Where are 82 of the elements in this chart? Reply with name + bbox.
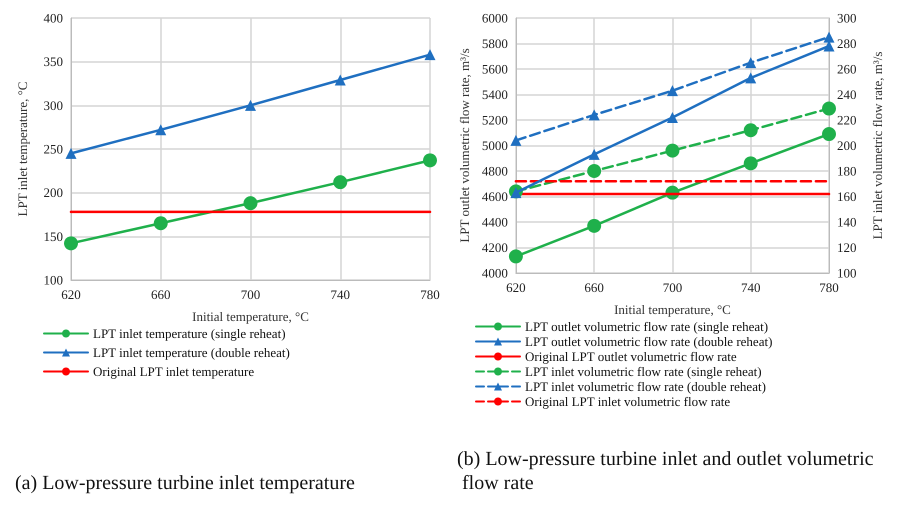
x-axis-title: Initial temperature, °C <box>192 309 309 324</box>
x-tick-label: 780 <box>420 287 440 302</box>
point <box>154 216 168 230</box>
point <box>334 74 346 86</box>
point <box>824 32 834 43</box>
legend-label: LPT inlet temperature (double reheat) <box>93 345 290 360</box>
point <box>588 148 600 160</box>
y-tick-label: 5200 <box>482 112 508 128</box>
y2-tick-label: 100 <box>837 266 856 280</box>
x-tick-label: 660 <box>584 280 604 295</box>
point <box>508 249 523 264</box>
y2-tick-label: 280 <box>837 36 856 51</box>
y-tick-label: 4000 <box>482 266 508 280</box>
point <box>245 100 256 111</box>
y-tick-label: 4600 <box>482 189 508 204</box>
x-tick-label: 740 <box>330 287 350 302</box>
y2-tick-label: 260 <box>837 62 856 76</box>
point <box>744 123 758 138</box>
y-tick-label: 150 <box>44 228 63 244</box>
y-tick-label: 350 <box>44 54 63 70</box>
x-tick-label: 620 <box>61 287 81 302</box>
point <box>155 124 166 136</box>
point <box>244 196 258 210</box>
text: (a) Low-pressure turbine inlet temperature <box>15 472 355 494</box>
y2-axis-title: LPT inlet volumetric flow rate, m³/s <box>870 52 885 240</box>
y-tick-label: 250 <box>44 142 63 156</box>
point <box>66 148 76 159</box>
point <box>822 127 836 142</box>
point <box>588 109 600 120</box>
y-tick-label: 5800 <box>482 36 508 51</box>
y-tick-label: 6000 <box>482 10 508 26</box>
y-axis-title: LPT outlet volumetric flow rate, m³/s <box>457 48 472 243</box>
y-tick-label: 100 <box>44 272 63 288</box>
point <box>666 112 678 123</box>
point <box>333 175 348 190</box>
legend-label: Original LPT inlet volumetric flow rate <box>525 394 730 409</box>
legend-label: LPT outlet volumetric flow rate (double reheat) <box>525 334 772 349</box>
x-tick-label: 700 <box>240 287 260 302</box>
legend-label: LPT outlet volumetric flow rate (single reheat) <box>525 319 768 334</box>
legend-label: Original LPT inlet temperature <box>93 364 254 379</box>
y2-tick-label: 160 <box>837 189 856 204</box>
legend-label: LPT inlet volumetric flow rate (double reheat) <box>525 379 766 394</box>
x-tick-label: 740 <box>740 280 760 295</box>
point <box>424 49 436 60</box>
point <box>64 236 78 250</box>
point <box>665 144 680 158</box>
y-tick-label: 4400 <box>482 214 508 230</box>
point <box>745 72 756 84</box>
legend-label: Original LPT outlet volumetric flow rate <box>525 349 737 364</box>
x-tick-label: 620 <box>506 280 526 295</box>
y-tick-label: 4800 <box>482 164 508 178</box>
y-tick-label: 400 <box>44 10 63 26</box>
point <box>822 102 836 116</box>
point <box>423 153 437 168</box>
y2-tick-label: 220 <box>837 112 856 128</box>
x-tick-label: 700 <box>662 280 682 295</box>
x-tick-label: 780 <box>819 280 839 295</box>
y2-tick-label: 300 <box>837 10 856 26</box>
x-tick-label: 660 <box>151 287 170 302</box>
y-tick-label: 300 <box>44 98 63 113</box>
point <box>666 85 678 96</box>
y2-tick-label: 200 <box>837 138 856 153</box>
point <box>587 164 602 178</box>
y-tick-label: 5400 <box>482 87 508 102</box>
y2-tick-label: 140 <box>837 214 856 230</box>
y2-tick-label: 240 <box>837 87 856 102</box>
legend-label: LPT inlet volumetric flow rate (single reheat) <box>525 364 762 379</box>
y-tick-label: 5600 <box>482 62 508 76</box>
y-tick-label: 200 <box>44 185 63 200</box>
point <box>510 134 522 146</box>
y2-tick-label: 120 <box>837 240 856 255</box>
y-axis-title: LPT inlet temperature, °C <box>15 82 30 216</box>
point <box>510 187 522 198</box>
y2-tick-label: 180 <box>837 164 856 178</box>
legend-label: LPT inlet temperature (single reheat) <box>93 326 286 341</box>
point <box>587 218 602 233</box>
point <box>744 156 758 170</box>
y-tick-label: 5000 <box>482 138 508 153</box>
text: (b) Low-pressure turbine inlet and outlet volumetric flow rate <box>457 448 874 494</box>
y-tick-label: 4200 <box>482 240 508 255</box>
x-axis-title: Initial temperature, °C <box>614 302 731 317</box>
point <box>745 57 756 68</box>
